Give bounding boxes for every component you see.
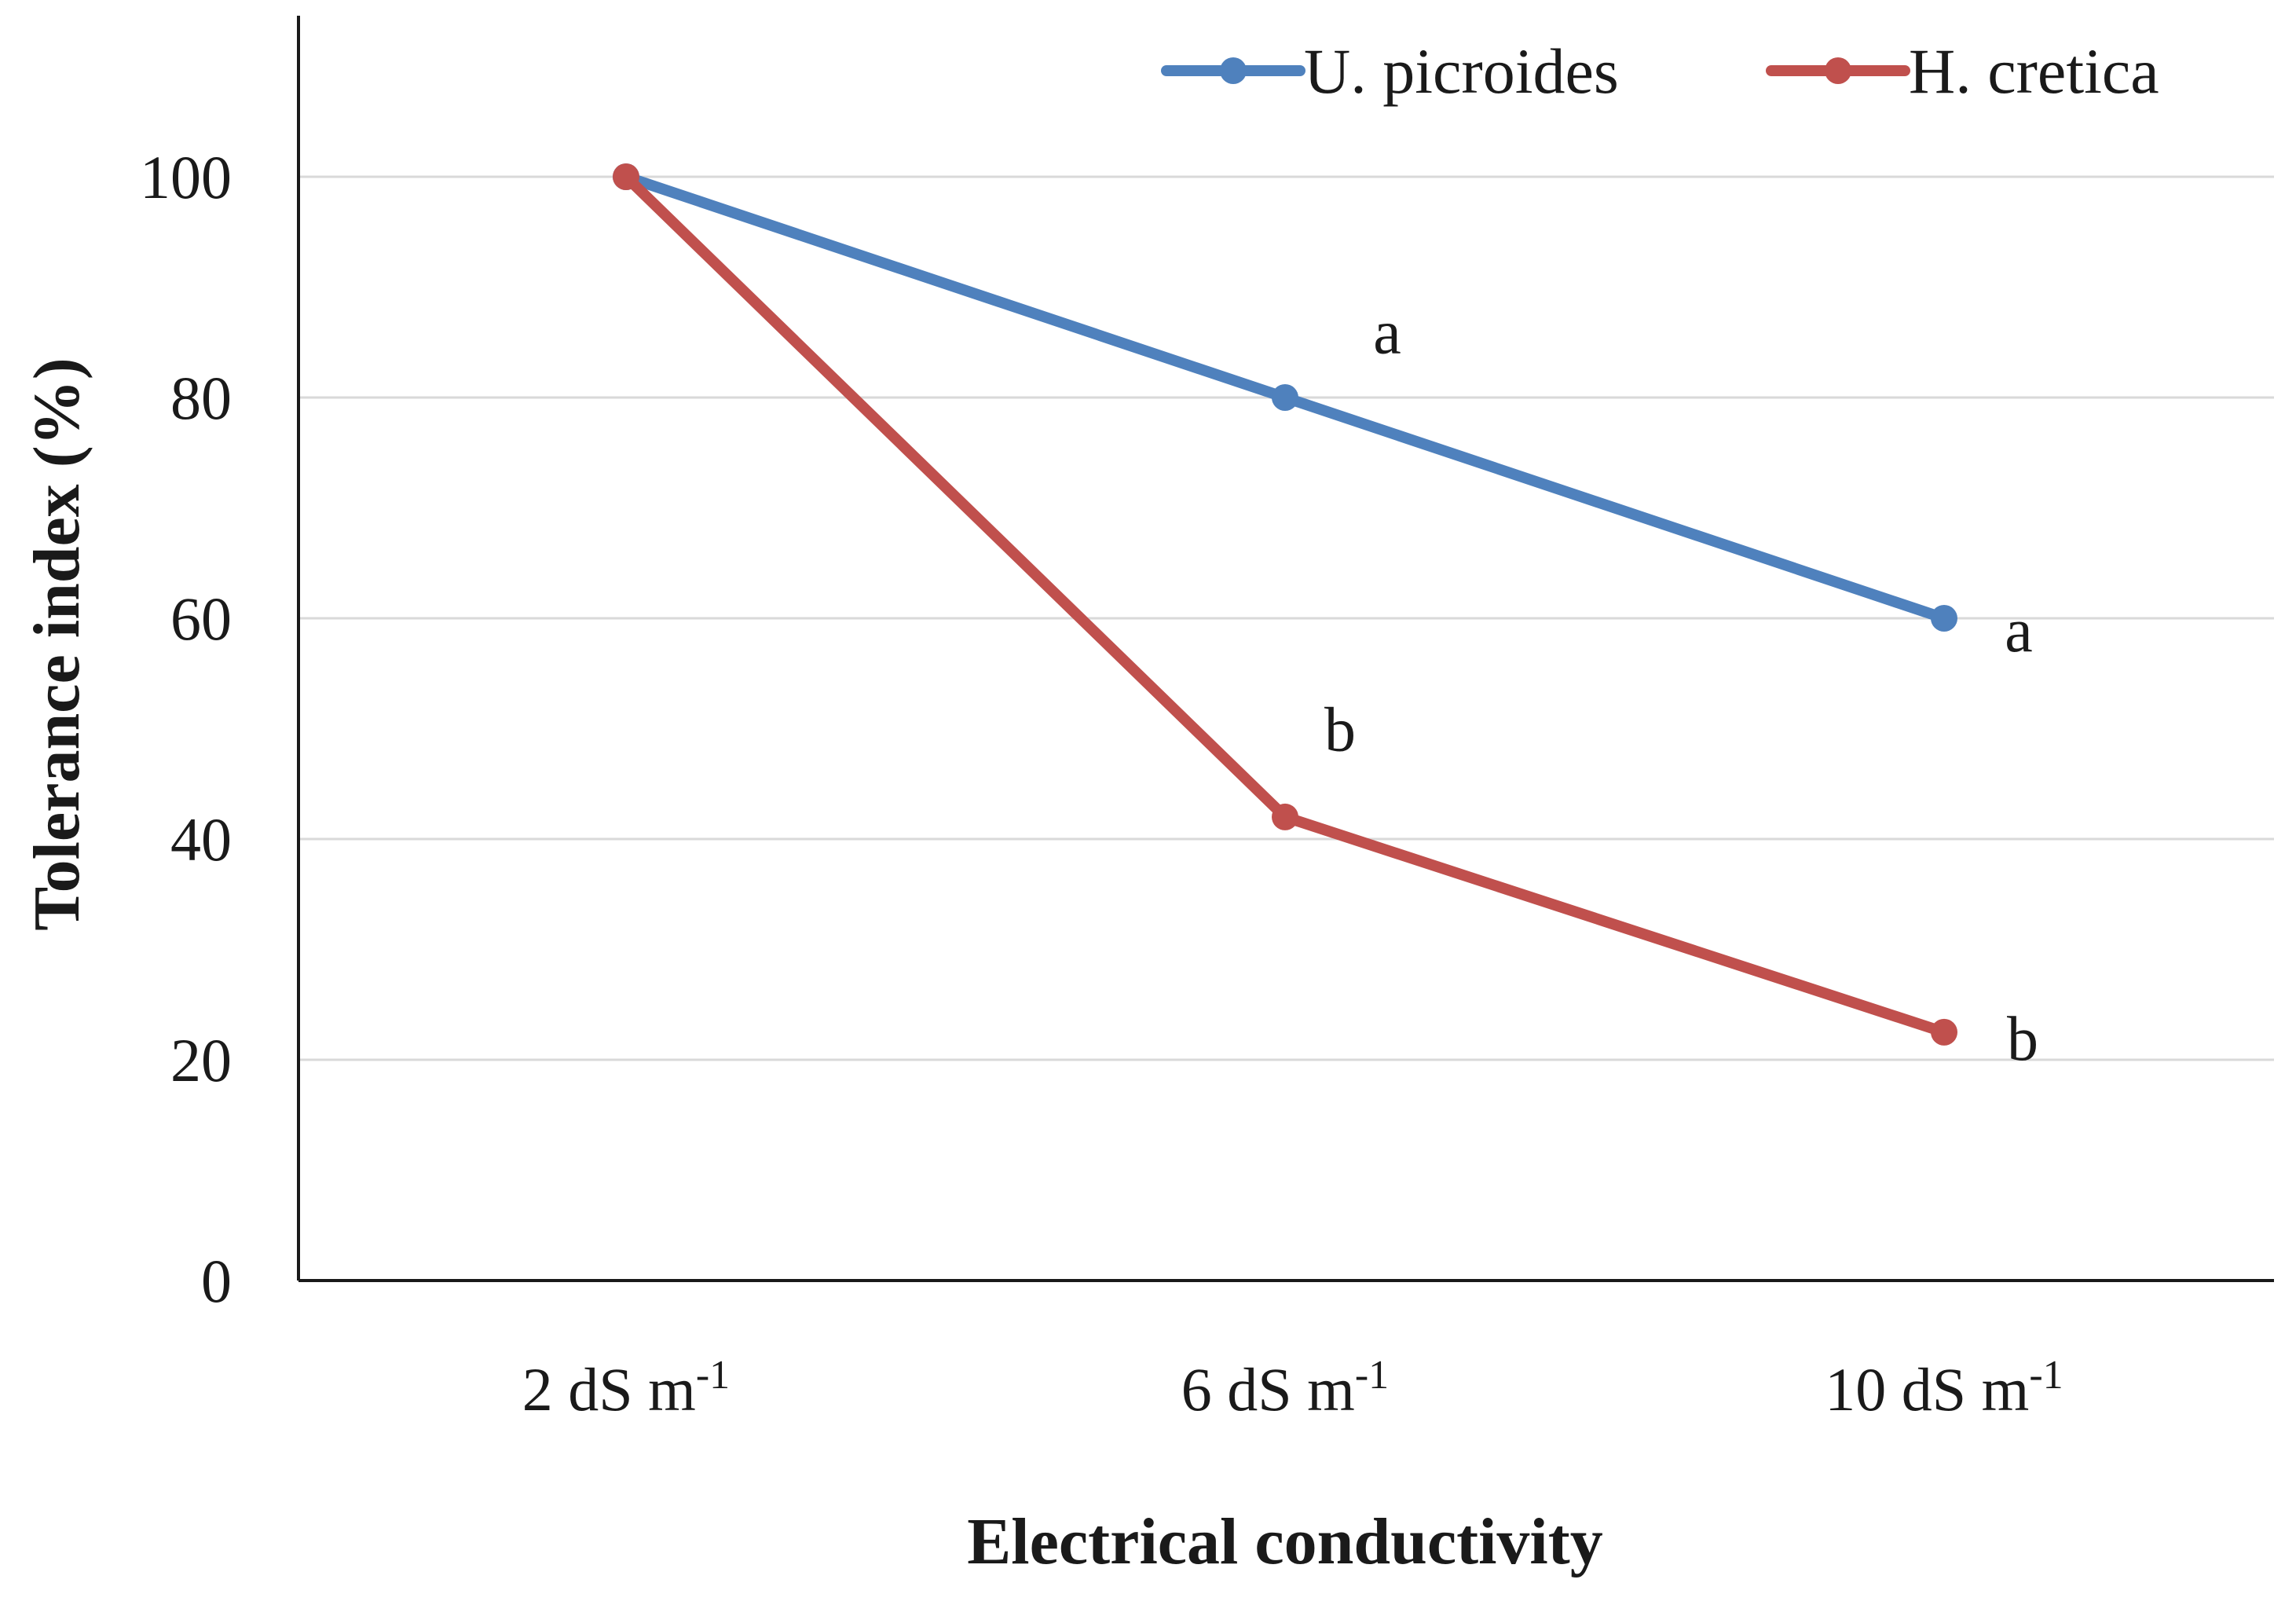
x-tick-label: 2 dS m-1 (522, 1353, 730, 1424)
data-point (613, 163, 639, 190)
y-tick-label: 40 (170, 805, 232, 874)
series-lines (613, 163, 1957, 1046)
x-tick-label: 10 dS m-1 (1825, 1353, 2063, 1424)
y-tick-label: 0 (201, 1247, 232, 1315)
significance-letter: a (2005, 596, 2033, 665)
legend-marker-1 (1220, 57, 1247, 84)
x-axis-title: Electrical conductivity (967, 1505, 1602, 1578)
legend-label-2: H. cretica (1909, 35, 2159, 107)
axes: 0 20 40 60 80 100 2 dS m-1 6 dS m-1 10 dS m-1 (140, 16, 2274, 1424)
y-tick-label: 100 (140, 143, 232, 211)
significance-letter: b (1324, 696, 1356, 765)
data-point (1931, 1018, 1957, 1046)
significance-letter: a (1373, 299, 1401, 368)
series-line-2 (621, 171, 1950, 1038)
grid-lines (298, 175, 2274, 1061)
y-tick-label: 80 (170, 364, 232, 432)
significance-letter: b (2007, 1005, 2038, 1074)
legend-label-1: U. picroides (1304, 35, 1619, 107)
data-point (1272, 803, 1298, 830)
data-point (1931, 605, 1957, 632)
annotations: a a b b (1324, 299, 2038, 1074)
x-tick-label: 6 dS m-1 (1181, 1353, 1389, 1424)
legend: U. picroides H. cretica (1161, 35, 2159, 107)
data-point (1272, 384, 1298, 411)
y-tick-label: 20 (170, 1026, 232, 1094)
y-axis-title: Tolerance index (%) (20, 357, 93, 931)
legend-marker-2 (1825, 57, 1851, 84)
y-tick-label: 60 (170, 584, 232, 653)
